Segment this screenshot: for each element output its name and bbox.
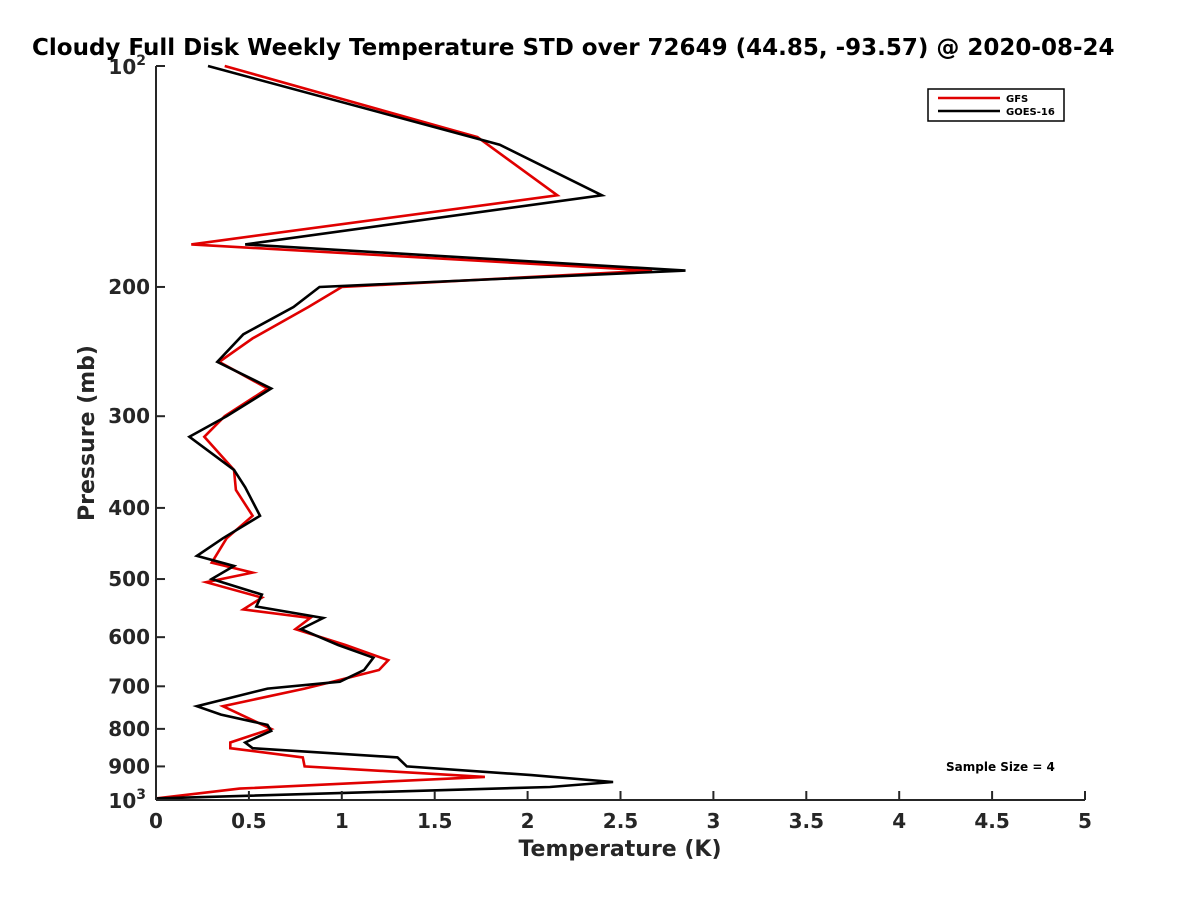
series-layer xyxy=(155,64,686,800)
y-tick-label: 300 xyxy=(108,404,150,428)
y-axis-title: Pressure (mb) xyxy=(75,345,100,521)
x-tick-label: 4.5 xyxy=(974,809,1009,833)
legend-box xyxy=(927,88,1065,122)
x-tick-label: 3 xyxy=(706,809,720,833)
x-tick-label: 1 xyxy=(335,809,349,833)
y-tick-label: 900 xyxy=(108,754,150,778)
y-tick-label-bottom: 103 xyxy=(108,787,146,813)
legend-label-gfs: GFS xyxy=(1006,94,1028,105)
x-tick-label: 2.5 xyxy=(603,809,638,833)
x-tick-label: 5 xyxy=(1078,809,1092,833)
y-tick-label: 600 xyxy=(108,625,150,649)
x-axis-ticks: 0 0.5 1 1.5 2 2.5 3 3.5 4 4.5 5 xyxy=(149,791,1092,833)
x-tick-label: 2 xyxy=(521,809,535,833)
x-tick-label: 3.5 xyxy=(789,809,824,833)
x-tick-label: 0.5 xyxy=(231,809,266,833)
x-tick-label: 1.5 xyxy=(417,809,452,833)
y-tick-label-top: 102 xyxy=(108,53,146,79)
series-line-gfs xyxy=(155,64,653,800)
y-axis-ticks: 200 300 400 500 600 700 800 900 102 103 xyxy=(108,53,165,813)
series-line-goes-16 xyxy=(155,64,686,800)
legend-label-goes-16: GOES-16 xyxy=(1006,107,1055,118)
y-tick-label: 400 xyxy=(108,496,150,520)
y-tick-label: 700 xyxy=(108,674,150,698)
x-tick-label: 0 xyxy=(149,809,163,833)
y-tick-label: 800 xyxy=(108,717,150,741)
legend: GFS GOES-16 xyxy=(927,88,1065,122)
sample-size-annotation: Sample Size = 4 xyxy=(946,760,1055,774)
y-tick-label: 500 xyxy=(108,567,150,591)
y-tick-label: 200 xyxy=(108,275,150,299)
x-axis-title: Temperature (K) xyxy=(518,837,721,862)
chart-title: Cloudy Full Disk Weekly Temperature STD … xyxy=(32,35,1115,61)
x-tick-label: 4 xyxy=(892,809,906,833)
